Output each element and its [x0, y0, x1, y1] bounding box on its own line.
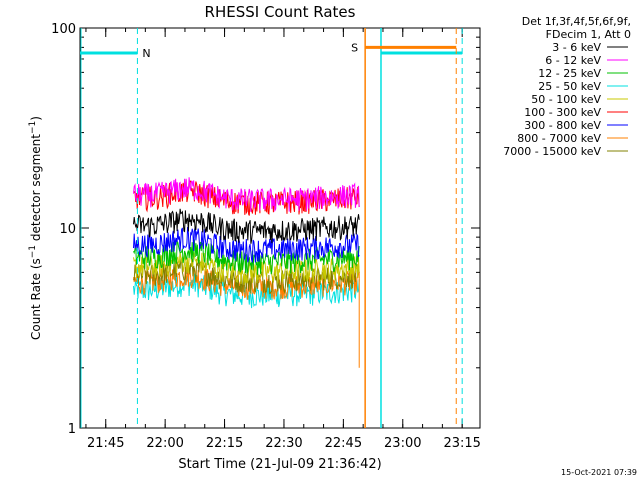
y-axis-label-sup1: −1 [28, 245, 38, 258]
x-axis: 21:45 22:00 22:15 22:30 22:45 23:00 23:15 [85, 28, 481, 451]
plot-area [79, 27, 481, 429]
legend-label: 25 - 50 keV [538, 80, 601, 93]
x-tick-label: 23:15 [443, 436, 480, 451]
y-tick-label: 10 [59, 222, 76, 237]
y-axis: 1 10 100 [51, 22, 480, 437]
legend-header-2: FDecim 1, Att 0 [546, 28, 631, 41]
series-line [133, 226, 360, 263]
y-axis-label-main: Count Rate (s [29, 258, 43, 340]
legend-label: 100 - 300 keV [524, 106, 601, 119]
legend: Det 1f,3f,4f,5f,6f,9f, FDecim 1, Att 0 3… [503, 15, 631, 158]
legend-label: 12 - 25 keV [538, 67, 601, 80]
x-tick-label: 22:00 [146, 436, 183, 451]
series-line [133, 179, 360, 216]
legend-label: 300 - 800 keV [524, 119, 601, 132]
y-axis-label: Count Rate (s−1 detector segment−1) [28, 116, 43, 340]
series-line [133, 208, 360, 244]
y-tick-label: 100 [51, 22, 76, 37]
x-axis-label: Start Time (21-Jul-09 21:36:42) [178, 457, 381, 472]
plot-border [79, 27, 481, 429]
y-axis-label-mid: detector segment [29, 134, 43, 245]
legend-label: 7000 - 15000 keV [503, 145, 601, 158]
y-tick-label: 1 [68, 422, 76, 437]
x-tick-label: 22:15 [206, 436, 243, 451]
saa-label: S [351, 41, 358, 54]
legend-header-1: Det 1f,3f,4f,5f,6f,9f, [522, 15, 631, 28]
date-stamp: 15-Oct-2021 07:39 [561, 468, 637, 477]
legend-label: 6 - 12 keV [545, 54, 601, 67]
x-tick-label: 21:45 [87, 436, 124, 451]
legend-label: 3 - 6 keV [552, 41, 601, 54]
series-line [133, 177, 360, 213]
y-axis-label-sup2: −1 [28, 121, 38, 134]
x-tick-label: 22:30 [265, 436, 302, 451]
y-axis-label-end: ) [29, 116, 43, 121]
x-tick-label: 22:45 [325, 436, 362, 451]
chart-title: RHESSI Count Rates [205, 3, 356, 21]
night-label: N [142, 47, 150, 60]
series-line [133, 249, 360, 286]
legend-label: 50 - 100 keV [531, 93, 601, 106]
legend-label: 800 - 7000 keV [517, 132, 601, 145]
x-tick-label: 23:00 [384, 436, 421, 451]
series-layer [133, 177, 360, 309]
